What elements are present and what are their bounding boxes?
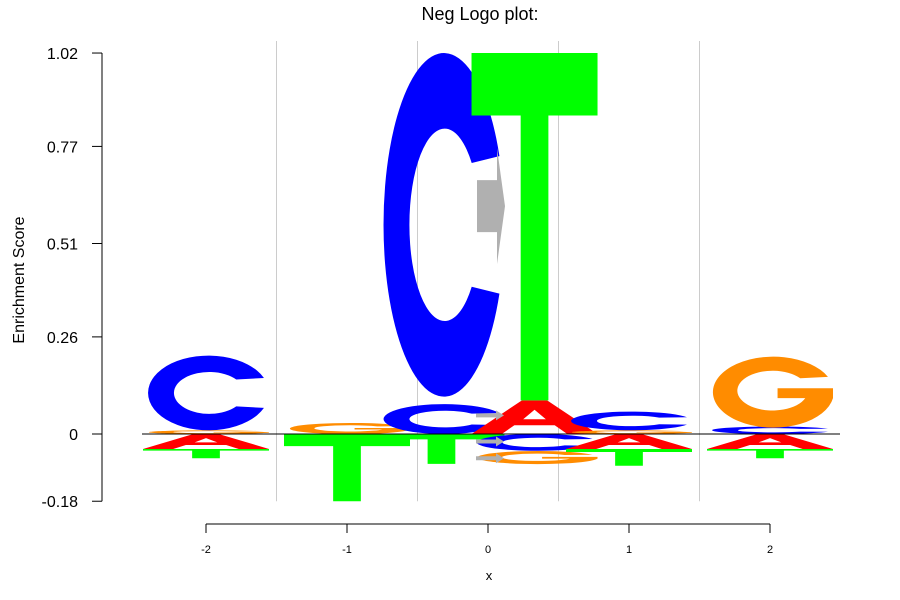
y-axis-label: Enrichment Score bbox=[11, 216, 28, 343]
y-tick-label: 0.26 bbox=[47, 330, 78, 347]
logo-letters bbox=[143, 53, 833, 502]
logo-letter-g bbox=[712, 356, 833, 428]
y-tick-label: 0.77 bbox=[47, 139, 78, 156]
logo-letter-t bbox=[284, 434, 410, 502]
y-tick-label: 0 bbox=[69, 427, 78, 444]
x-tick-label: 1 bbox=[626, 544, 632, 556]
y-axis: 1.02 0.77 0.51 0.26 0 -0.18 bbox=[42, 46, 103, 511]
y-tick-label: 0.51 bbox=[47, 237, 78, 254]
logo-letter-g bbox=[477, 451, 598, 465]
logo-letter-a bbox=[707, 434, 833, 449]
logo-letter-g bbox=[148, 430, 269, 435]
x-axis-label: x bbox=[486, 568, 493, 583]
y-tick-label: 1.02 bbox=[47, 46, 78, 63]
x-tick-label: 2 bbox=[767, 544, 773, 556]
logo-letter-t bbox=[143, 448, 269, 459]
arrow-mark bbox=[476, 410, 504, 421]
logo-letter-c bbox=[571, 411, 687, 431]
x-tick-label: -1 bbox=[342, 544, 352, 556]
arrow-mark bbox=[477, 148, 505, 265]
x-tick-label: 0 bbox=[485, 544, 491, 556]
logo-letter-t bbox=[707, 448, 833, 459]
logo-letter-t bbox=[566, 448, 692, 466]
logo-letter-a bbox=[471, 400, 598, 434]
logo-letter-c bbox=[383, 53, 500, 397]
arrow-mark bbox=[476, 453, 504, 464]
chart-title: Neg Logo plot: bbox=[421, 4, 538, 24]
logo-letter-c bbox=[712, 426, 828, 434]
logo-letter-t bbox=[378, 434, 505, 464]
x-axis: -2 -1 0 1 2 bbox=[201, 523, 773, 556]
transition-arrows bbox=[476, 148, 505, 464]
logo-letter-t bbox=[471, 53, 598, 401]
logo-letter-c bbox=[476, 434, 593, 451]
logo-letter-a bbox=[566, 434, 692, 449]
logo-letter-c bbox=[383, 404, 500, 434]
y-tick-label: -0.18 bbox=[42, 494, 79, 511]
logo-letter-g bbox=[289, 422, 410, 435]
arrow-mark bbox=[476, 436, 504, 447]
logo-letter-g bbox=[571, 430, 692, 435]
logo-letter-a bbox=[143, 434, 269, 449]
x-tick-label: -2 bbox=[201, 544, 211, 556]
logo-letter-c bbox=[148, 355, 264, 431]
